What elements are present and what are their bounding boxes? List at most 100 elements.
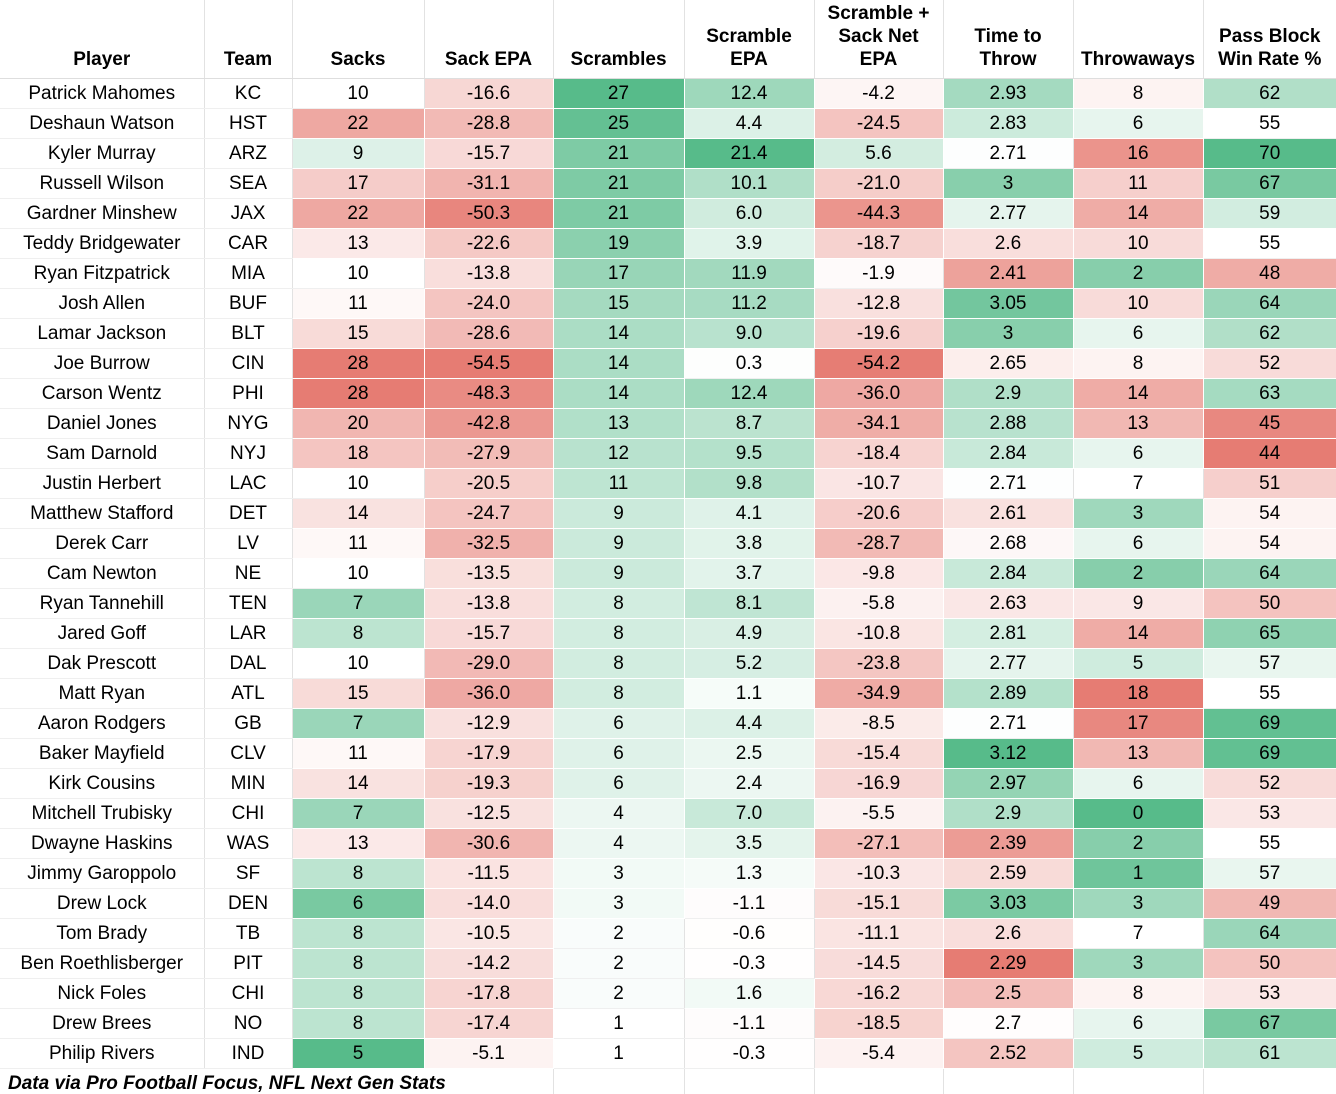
cell-throwaways: 2 [1073,828,1204,859]
footer-empty-cell [943,1068,1074,1094]
cell-player: Matt Ryan [0,678,205,709]
cell-scrambles: 17 [553,258,685,289]
table-row: Deshaun Watson HST 22 -28.8 25 4.4 -24.5 2.83 6 5… [0,108,1336,139]
cell-throwaways: 6 [1073,108,1204,139]
cell-player: Justin Herbert [0,468,205,499]
cell-throwaways: 6 [1073,768,1204,799]
cell-time_to_throw: 2.41 [943,258,1074,289]
cell-player: Cam Newton [0,558,205,589]
cell-time_to_throw: 2.6 [943,228,1074,259]
cell-pbwr: 62 [1203,78,1336,109]
cell-time_to_throw: 2.84 [943,558,1074,589]
cell-pbwr: 70 [1203,138,1336,169]
column-header-player: Player [0,0,205,79]
cell-player: Nick Foles [0,978,205,1009]
cell-net_epa: -10.7 [814,468,944,499]
cell-scrambles: 27 [553,78,685,109]
table-header: Player Team Sacks Sack EPA Scrambles Scramble… [0,0,1336,79]
cell-player: Baker Mayfield [0,738,205,769]
cell-scramble_epa: 10.1 [684,168,815,199]
cell-sack_epa: -20.5 [424,468,554,499]
cell-net_epa: -23.8 [814,648,944,679]
cell-net_epa: 5.6 [814,138,944,169]
cell-pbwr: 50 [1203,588,1336,619]
cell-scramble_epa: 12.4 [684,78,815,109]
table-row: Drew Brees NO 8 -17.4 1 -1.1 -18.5 2.7 6 67 [0,1008,1336,1039]
column-header-team: Team [204,0,293,79]
cell-throwaways: 13 [1073,738,1204,769]
cell-sack_epa: -14.0 [424,888,554,919]
cell-sacks: 28 [292,378,425,409]
cell-pbwr: 69 [1203,708,1336,739]
cell-sack_epa: -19.3 [424,768,554,799]
cell-throwaways: 14 [1073,378,1204,409]
cell-time_to_throw: 2.61 [943,498,1074,529]
cell-sack_epa: -28.8 [424,108,554,139]
cell-team: CAR [204,228,293,259]
cell-pbwr: 64 [1203,918,1336,949]
cell-team: CIN [204,348,293,379]
table-row: Drew Lock DEN 6 -14.0 3 -1.1 -15.1 3.03 3 49 [0,888,1336,919]
cell-team: NYG [204,408,293,439]
cell-throwaways: 18 [1073,678,1204,709]
cell-scramble_epa: -0.3 [684,1038,815,1069]
cell-sacks: 15 [292,318,425,349]
cell-scrambles: 3 [553,888,685,919]
cell-sack_epa: -16.6 [424,78,554,109]
cell-time_to_throw: 2.71 [943,468,1074,499]
cell-pbwr: 62 [1203,318,1336,349]
cell-scramble_epa: 3.5 [684,828,815,859]
table-row: Cam Newton NE 10 -13.5 9 3.7 -9.8 2.84 2 64 [0,558,1336,589]
table-row: Matt Ryan ATL 15 -36.0 8 1.1 -34.9 2.89 18 55 [0,678,1336,709]
cell-scrambles: 6 [553,768,685,799]
cell-player: Tom Brady [0,918,205,949]
cell-pbwr: 67 [1203,168,1336,199]
cell-time_to_throw: 2.59 [943,858,1074,889]
cell-sacks: 10 [292,648,425,679]
cell-scrambles: 8 [553,648,685,679]
cell-player: Teddy Bridgewater [0,228,205,259]
cell-sack_epa: -14.2 [424,948,554,979]
cell-player: Gardner Minshew [0,198,205,229]
cell-scrambles: 19 [553,228,685,259]
cell-scrambles: 4 [553,828,685,859]
table-row: Daniel Jones NYG 20 -42.8 13 8.7 -34.1 2.88 13 45 [0,408,1336,439]
cell-pbwr: 63 [1203,378,1336,409]
cell-scrambles: 8 [553,618,685,649]
cell-throwaways: 6 [1073,318,1204,349]
cell-throwaways: 0 [1073,798,1204,829]
cell-throwaways: 5 [1073,1038,1204,1069]
source-note: Data via Pro Football Focus, NFL Next Ge… [0,1068,554,1094]
footer-empty-cell [1073,1068,1204,1094]
cell-team: NO [204,1008,293,1039]
cell-throwaways: 8 [1073,348,1204,379]
cell-scramble_epa: 1.1 [684,678,815,709]
cell-team: WAS [204,828,293,859]
cell-sacks: 5 [292,1038,425,1069]
cell-sack_epa: -28.6 [424,318,554,349]
cell-sacks: 11 [292,288,425,319]
cell-scramble_epa: 5.2 [684,648,815,679]
cell-sack_epa: -11.5 [424,858,554,889]
cell-sacks: 8 [292,1008,425,1039]
cell-scrambles: 14 [553,378,685,409]
cell-scrambles: 21 [553,198,685,229]
table-body: Patrick Mahomes KC 10 -16.6 27 12.4 -4.2 2.93 8 6… [0,78,1336,1069]
cell-scrambles: 12 [553,438,685,469]
cell-time_to_throw: 2.77 [943,648,1074,679]
cell-scramble_epa: 4.4 [684,708,815,739]
cell-scramble_epa: -0.6 [684,918,815,949]
cell-scramble_epa: 4.9 [684,618,815,649]
cell-sacks: 9 [292,138,425,169]
cell-sack_epa: -54.5 [424,348,554,379]
cell-time_to_throw: 2.7 [943,1008,1074,1039]
cell-scrambles: 9 [553,558,685,589]
cell-sack_epa: -13.8 [424,258,554,289]
cell-sacks: 10 [292,258,425,289]
cell-team: TEN [204,588,293,619]
cell-sacks: 7 [292,798,425,829]
cell-scrambles: 14 [553,348,685,379]
cell-sack_epa: -17.9 [424,738,554,769]
cell-sacks: 8 [292,948,425,979]
